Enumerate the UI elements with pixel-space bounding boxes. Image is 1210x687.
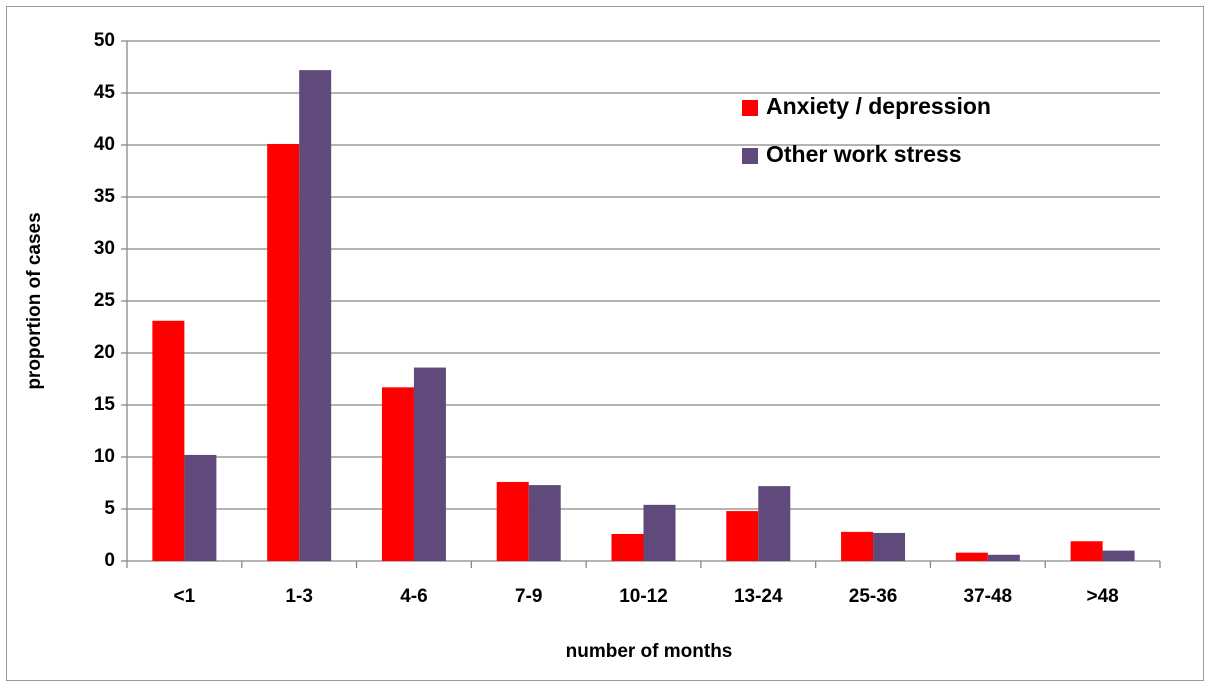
x-tick-label: >48 bbox=[1086, 586, 1118, 607]
y-tick-label: 10 bbox=[94, 446, 115, 467]
bar bbox=[1102, 550, 1135, 561]
bar bbox=[381, 387, 414, 561]
legend-label: Anxiety / depression bbox=[766, 93, 991, 119]
bar bbox=[267, 143, 300, 561]
y-tick-label: 0 bbox=[104, 550, 115, 571]
bar bbox=[184, 454, 217, 561]
bar bbox=[413, 367, 446, 561]
y-tick-label: 45 bbox=[94, 82, 116, 103]
y-tick-label: 5 bbox=[104, 498, 115, 519]
y-tick-label: 35 bbox=[94, 186, 116, 207]
bar bbox=[299, 70, 332, 562]
x-tick-label: 10-12 bbox=[619, 586, 668, 607]
x-tick-label: 7-9 bbox=[515, 586, 542, 607]
chart-frame bbox=[6, 6, 1204, 681]
bar bbox=[528, 485, 561, 561]
bar bbox=[1070, 541, 1103, 561]
bar bbox=[955, 552, 988, 561]
x-tick-label: 37-48 bbox=[964, 586, 1013, 607]
bar bbox=[758, 486, 791, 561]
bar bbox=[873, 532, 906, 561]
x-tick-label: 25-36 bbox=[849, 586, 898, 607]
y-tick-label: 50 bbox=[94, 30, 115, 51]
bar bbox=[643, 504, 676, 561]
x-tick-label: 1-3 bbox=[285, 586, 312, 607]
legend-swatch bbox=[742, 100, 758, 116]
bar bbox=[611, 533, 644, 561]
y-tick-label: 15 bbox=[94, 394, 116, 415]
x-tick-label: <1 bbox=[174, 586, 196, 607]
bar bbox=[987, 554, 1020, 561]
bar bbox=[841, 531, 874, 561]
bar bbox=[496, 481, 529, 561]
legend-swatch bbox=[742, 148, 758, 164]
legend-label: Other work stress bbox=[766, 141, 962, 167]
x-tick-label: 13-24 bbox=[734, 586, 783, 607]
y-tick-label: 20 bbox=[94, 342, 115, 363]
y-tick-label: 40 bbox=[94, 134, 115, 155]
x-axis-title: number of months bbox=[566, 641, 733, 662]
bar bbox=[726, 511, 759, 561]
y-axis-title: proportion of cases bbox=[24, 212, 45, 389]
x-tick-label: 4-6 bbox=[400, 586, 427, 607]
bar bbox=[152, 320, 185, 561]
y-tick-label: 25 bbox=[94, 290, 116, 311]
y-tick-label: 30 bbox=[94, 238, 115, 259]
